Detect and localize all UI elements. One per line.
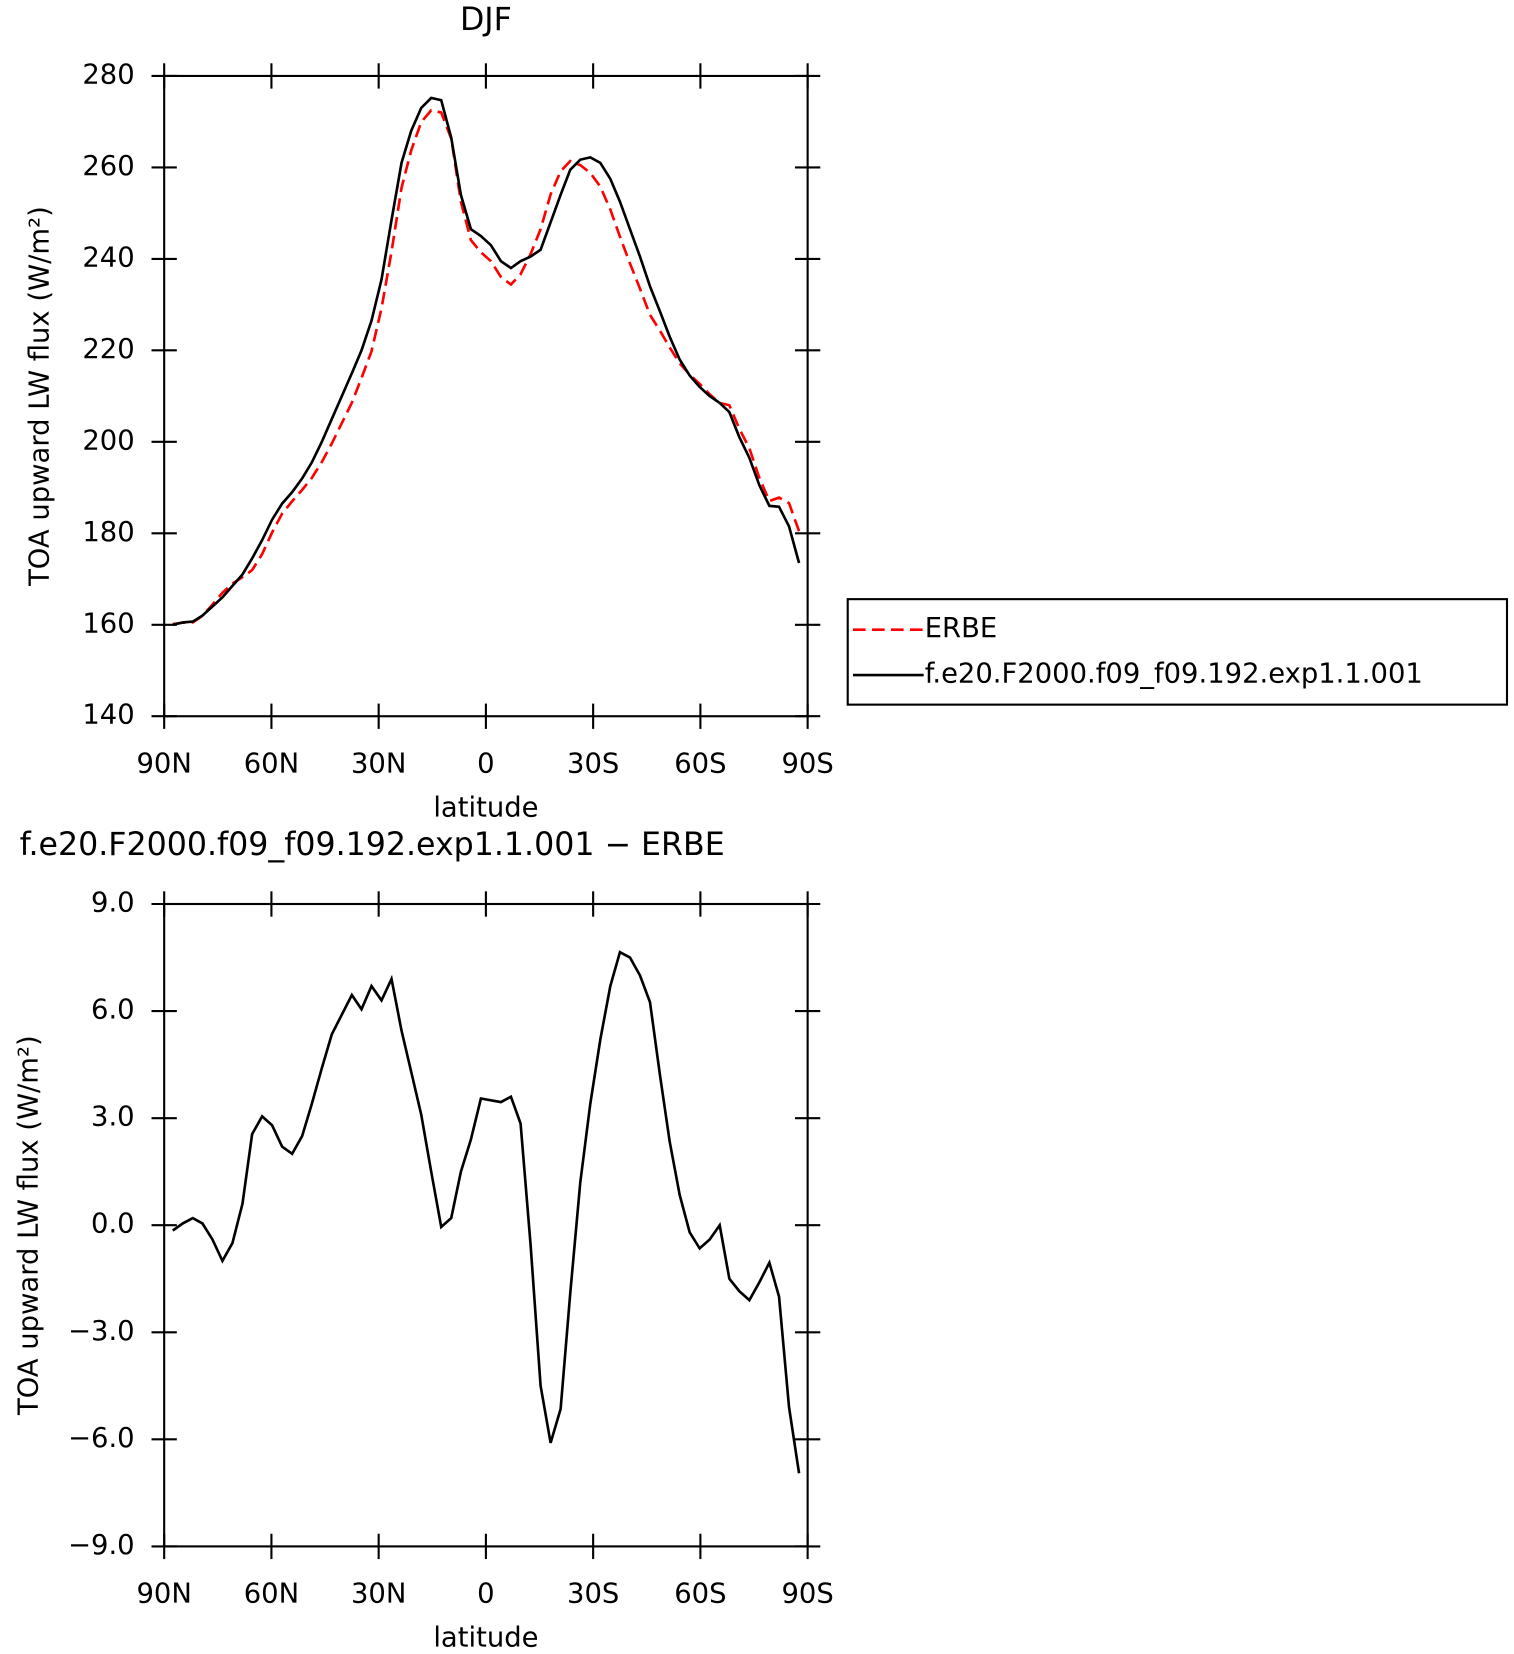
x-tick-label: 60S — [674, 748, 726, 779]
x-tick-label: 90S — [781, 1578, 833, 1609]
y-tick-label: 3.0 — [91, 1102, 135, 1133]
x-tick-label: 0 — [477, 1578, 494, 1609]
x-tick-label: 60S — [674, 1578, 726, 1609]
x-tick-label: 90S — [781, 748, 833, 779]
y-tick-label: 260 — [82, 151, 134, 182]
legend-label: f.e20.F2000.f09_f09.192.exp1.1.001 — [925, 659, 1423, 690]
y-tick-label: 0.0 — [91, 1209, 135, 1240]
x-tick-label: 90N — [136, 748, 191, 779]
y-tick-label: 240 — [82, 242, 134, 273]
x-tick-label: 30N — [351, 748, 406, 779]
y-tick-label: −6.0 — [68, 1423, 135, 1454]
series-line — [171, 950, 801, 1474]
y-tick-label: 200 — [82, 425, 134, 456]
x-tick-label: 30S — [567, 1578, 619, 1609]
x-axis-label: latitude — [433, 793, 538, 824]
x-tick-label: 30N — [351, 1578, 406, 1609]
chart-title: f.e20.F2000.f09_f09.192.exp1.1.001 − ERB… — [20, 827, 725, 863]
series-line — [172, 108, 801, 626]
y-tick-label: 9.0 — [91, 888, 135, 919]
x-tick-label: 60N — [244, 748, 299, 779]
x-tick-label: 60N — [244, 1578, 299, 1609]
y-tick-label: −3.0 — [68, 1316, 135, 1347]
x-axis-label: latitude — [433, 1623, 538, 1654]
y-tick-label: 220 — [82, 334, 134, 365]
legend-label: ERBE — [925, 613, 997, 644]
y-tick-label: 180 — [82, 517, 134, 548]
y-tick-label: 160 — [82, 608, 134, 639]
x-tick-label: 90N — [136, 1578, 191, 1609]
plot-frame — [163, 902, 809, 1548]
y-axis-label: TOA upward LW flux (W/m²) — [14, 1035, 45, 1416]
series-line — [172, 96, 801, 627]
chart-title: DJF — [460, 2, 512, 38]
y-tick-label: −9.0 — [68, 1530, 135, 1561]
y-tick-label: 6.0 — [91, 995, 135, 1026]
y-tick-label: 140 — [82, 700, 134, 731]
legend-box — [846, 598, 1509, 706]
x-tick-label: 0 — [477, 748, 494, 779]
y-axis-label: TOA upward LW flux (W/m²) — [24, 206, 55, 587]
x-tick-label: 30S — [567, 748, 619, 779]
y-tick-label: 280 — [82, 59, 134, 90]
